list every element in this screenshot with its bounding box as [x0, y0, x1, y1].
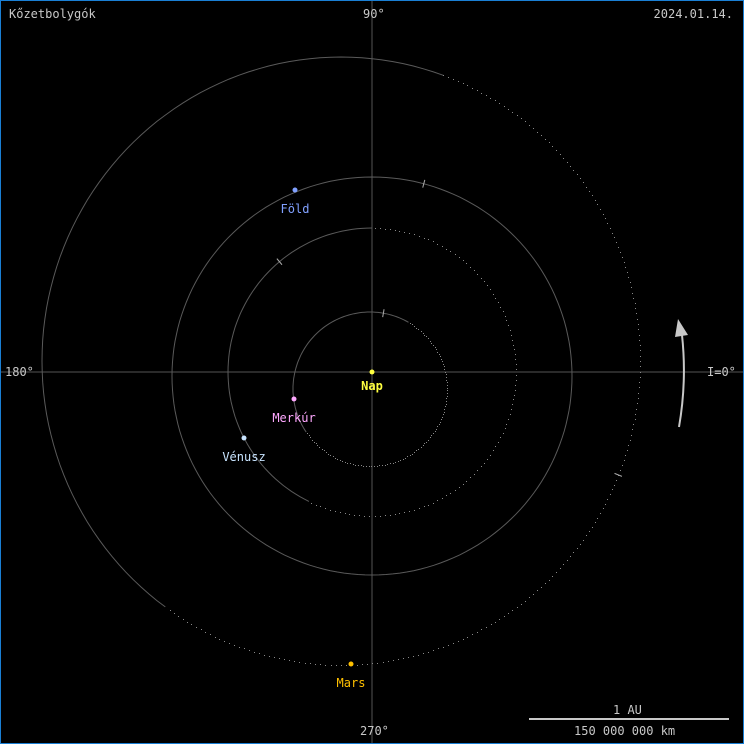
body-mars-marker[interactable] — [348, 661, 354, 667]
orbit-mars-solid — [41, 56, 444, 608]
scale-label-km: 150 000 000 km — [574, 724, 676, 738]
orbit-venusz-solid — [227, 227, 373, 502]
orbit-mars-node-tick — [614, 472, 623, 477]
orbit-venusz-node-tick — [276, 258, 283, 266]
body-venusz-label: Vénusz — [222, 450, 266, 464]
axis-label-180: 180° — [5, 365, 34, 379]
orbit-merkur-node-tick — [382, 309, 385, 318]
axis-label-0: I=0° — [707, 365, 736, 379]
axis-label-270: 270° — [360, 724, 389, 738]
body-merkur-label: Merkúr — [272, 411, 316, 425]
date-label: 2024.01.14. — [653, 7, 733, 21]
body-nap-marker[interactable] — [369, 369, 375, 375]
body-venusz-marker[interactable] — [241, 435, 247, 441]
body-fold-label: Föld — [280, 202, 310, 216]
body-mars-label: Mars — [336, 676, 366, 690]
body-merkur-marker[interactable] — [291, 396, 297, 402]
scale-label-au: 1 AU — [613, 703, 642, 717]
orbit-mars-dotted — [170, 75, 641, 666]
orbit-merkur-dotted — [307, 323, 448, 467]
orbit-fold-node-tick — [422, 179, 426, 188]
view-title: Kőzetbolygók — [9, 7, 96, 21]
counterclockwise-arrow-icon — [675, 319, 688, 428]
body-fold-marker[interactable] — [292, 187, 298, 193]
axis-label-90: 90° — [363, 7, 385, 21]
orbit-fold-solid — [171, 176, 573, 576]
orbit-venusz-dotted — [311, 228, 517, 517]
body-nap-label: Nap — [361, 379, 383, 393]
